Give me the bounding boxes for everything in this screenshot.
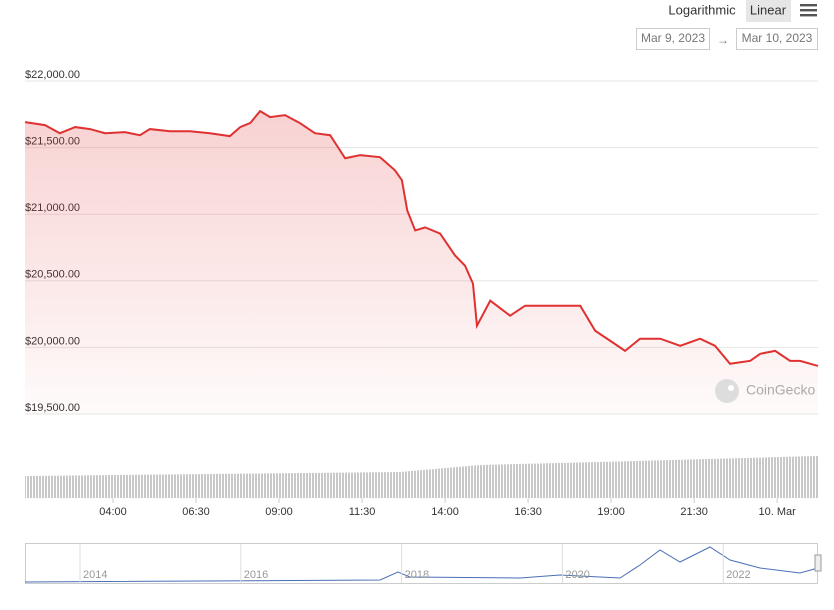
x-tick-label: 14:00	[431, 506, 459, 518]
date-input[interactable]	[636, 28, 710, 50]
navigator-label: 2014	[83, 569, 107, 581]
scale-button[interactable]: Linear	[750, 2, 787, 17]
watermark-logo	[715, 379, 739, 403]
range-start: Mar 9, 2023	[641, 31, 705, 45]
navigator-label: 2018	[405, 569, 429, 581]
x-tick-label: 16:30	[514, 506, 542, 518]
x-tick-label: 04:00	[99, 506, 127, 518]
volume-bars	[25, 456, 818, 498]
navigator-handle[interactable]	[814, 554, 822, 572]
date-input[interactable]	[736, 28, 818, 50]
navigator-label: 2016	[244, 569, 268, 581]
x-tick-label: 09:00	[265, 506, 293, 518]
x-tick-label: 11:30	[349, 506, 376, 518]
x-tick-label: 21:30	[680, 506, 708, 518]
area	[25, 111, 818, 414]
range-end: Mar 10, 2023	[742, 31, 813, 45]
watermark: CoinGecko	[746, 382, 815, 398]
navigator-label: 2022	[726, 569, 750, 581]
x-tick-label: 19:00	[597, 506, 625, 518]
menu-icon[interactable]	[800, 4, 817, 17]
scale-button-selected[interactable]	[746, 0, 791, 22]
navigator-label: 2020	[565, 569, 589, 581]
range-separator: →	[717, 33, 729, 47]
x-tick-label: 06:30	[182, 506, 210, 518]
x-tick-label: 10. Mar	[759, 506, 797, 518]
scale-button[interactable]: Logarithmic	[668, 2, 736, 17]
price-line	[24, 109, 819, 367]
y-tick-label: $22,000.00	[25, 69, 80, 81]
